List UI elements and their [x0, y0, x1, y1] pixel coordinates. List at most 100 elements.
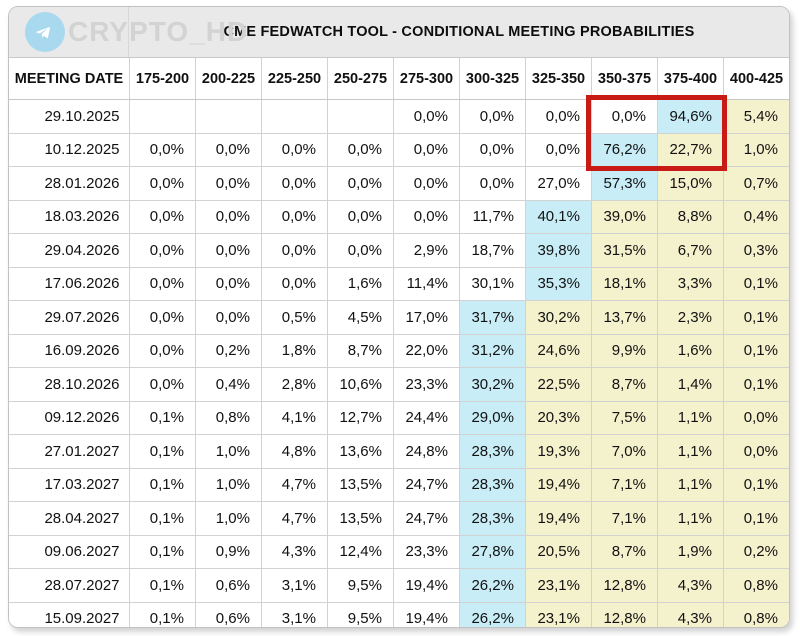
rate-range-header: 375-400 [657, 58, 723, 99]
probability-cell: 0,0% [393, 200, 459, 233]
probability-cell: 0,1% [723, 368, 789, 401]
probability-cell: 0,0% [723, 435, 789, 468]
meeting-date-cell: 16.09.2026 [44, 342, 120, 360]
probability-cell: 5,4% [723, 100, 789, 133]
probability-cell: 0,0% [459, 167, 525, 200]
probability-cell: 4,5% [327, 301, 393, 334]
probability-cell: 0,0% [393, 100, 459, 133]
probability-cell: 0,1% [129, 401, 195, 434]
probability-cell: 0,4% [723, 200, 789, 233]
meeting-date-cell: 29.10.2025 [44, 107, 120, 125]
probability-cell: 13,6% [327, 435, 393, 468]
table-row: 09.12.2026 0,1% 0,8% 4,1% 12,7% 24,4% 29,0% 20,… [9, 401, 789, 435]
probability-cell: 1,8% [261, 334, 327, 367]
probability-cell: 0,0% [327, 234, 393, 267]
title-bar-title-cell: CME FEDWATCH TOOL - CONDITIONAL MEETING … [129, 7, 789, 57]
probability-cell: 12,8% [591, 569, 657, 602]
probability-cell: 24,8% [393, 435, 459, 468]
probability-cell: 31,5% [591, 234, 657, 267]
meeting-date-cell: 10.12.2025 [44, 141, 120, 159]
probability-cell: 0,0% [393, 167, 459, 200]
probability-cell: 24,7% [393, 502, 459, 535]
probability-cell: 17,0% [393, 301, 459, 334]
meeting-date-cell: 09.06.2027 [44, 543, 120, 561]
probability-cell: 22,7% [657, 133, 723, 166]
probability-cell: 12,7% [327, 401, 393, 434]
rate-range-header: 400-425 [723, 58, 789, 99]
probability-cell: 0,0% [525, 100, 591, 133]
probability-cell: 1,9% [657, 535, 723, 568]
probability-cell: 1,1% [657, 435, 723, 468]
probability-cell [261, 100, 327, 133]
probability-cell: 0,6% [195, 602, 261, 627]
probability-cell: 0,0% [129, 368, 195, 401]
table-row: 28.07.2027 0,1% 0,6% 3,1% 9,5% 19,4% 26,2% 23,1… [9, 569, 789, 603]
probability-cell: 0,0% [129, 234, 195, 267]
probability-cell: 4,1% [261, 401, 327, 434]
table-row: 18.03.2026 0,0% 0,0% 0,0% 0,0% 0,0% 11,7% 40,1%… [9, 200, 789, 234]
probability-cell: 29,0% [459, 401, 525, 434]
probability-cell: 3,3% [657, 267, 723, 300]
probability-cell: 0,1% [129, 435, 195, 468]
probability-cell: 1,0% [195, 435, 261, 468]
rate-range-header: 300-325 [459, 58, 525, 99]
probability-cell: 19,4% [393, 569, 459, 602]
probability-cell: 39,8% [525, 234, 591, 267]
table-row: 15.09.2027 0,1% 0,6% 3,1% 9,5% 19,4% 26,2% 23,1… [9, 602, 789, 627]
probability-cell: 24,7% [393, 468, 459, 501]
probability-cell: 0,1% [723, 334, 789, 367]
probability-cell: 26,2% [459, 602, 525, 627]
probability-cell: 27,0% [525, 167, 591, 200]
probability-cell: 12,8% [591, 602, 657, 627]
probability-cell: 0,9% [195, 535, 261, 568]
table-row: 28.01.2026 0,0% 0,0% 0,0% 0,0% 0,0% 0,0% 27,0% 5… [9, 167, 789, 201]
probability-cell: 0,0% [195, 200, 261, 233]
table-row: 17.06.2026 0,0% 0,0% 0,0% 1,6% 11,4% 30,1% 35,3… [9, 267, 789, 301]
meeting-date-cell: 28.07.2027 [44, 576, 120, 594]
probability-cell: 30,2% [459, 368, 525, 401]
meeting-date-cell: 27.01.2027 [44, 442, 120, 460]
meeting-date-cell: 29.07.2026 [44, 308, 120, 326]
probability-cell: 2,3% [657, 301, 723, 334]
probability-cell: 31,7% [459, 301, 525, 334]
probability-cell: 7,1% [591, 502, 657, 535]
probability-cell: 0,8% [195, 401, 261, 434]
probability-cell: 0,1% [129, 468, 195, 501]
probability-cell: 0,7% [723, 167, 789, 200]
probability-cell: 0,0% [195, 234, 261, 267]
probability-cell: 0,0% [591, 100, 657, 133]
table-row: 29.07.2026 0,0% 0,0% 0,5% 4,5% 17,0% 31,7% 30,2… [9, 301, 789, 335]
table-row: 10.12.2025 0,0% 0,0% 0,0% 0,0% 0,0% 0,0% 0,0% 76… [9, 133, 789, 167]
probability-cell: 0,0% [723, 401, 789, 434]
probability-cell [195, 100, 261, 133]
meeting-date-cell: 28.04.2027 [44, 509, 120, 527]
meeting-date-cell: 28.10.2026 [44, 375, 120, 393]
probability-cell: 3,1% [261, 602, 327, 627]
probability-cell: 18,7% [459, 234, 525, 267]
probability-cell: 7,1% [591, 468, 657, 501]
probability-cell: 0,8% [723, 602, 789, 627]
rate-range-header: 225-250 [261, 58, 327, 99]
probability-cell: 6,7% [657, 234, 723, 267]
meeting-date-cell: 28.01.2026 [44, 174, 120, 192]
table-row: 29.10.2025 0,0% 0,0% 0,0% 0,0% 94,6% 5,4% [9, 100, 789, 134]
probability-cell: 8,7% [591, 368, 657, 401]
probability-cell: 18,1% [591, 267, 657, 300]
probability-cell: 4,7% [261, 468, 327, 501]
probability-cell: 19,4% [393, 602, 459, 627]
probability-cell: 0,1% [129, 569, 195, 602]
probability-cell: 4,7% [261, 502, 327, 535]
probability-cell: 7,5% [591, 401, 657, 434]
probability-cell: 4,8% [261, 435, 327, 468]
table-row: 16.09.2026 0,0% 0,2% 1,8% 8,7% 22,0% 31,2% 24,6… [9, 334, 789, 368]
probability-cell: 8,7% [327, 334, 393, 367]
rate-range-header: 175-200 [129, 58, 195, 99]
probability-cell: 23,1% [525, 602, 591, 627]
table-row: 28.04.2027 0,1% 1,0% 4,7% 13,5% 24,7% 28,3% 19,… [9, 502, 789, 536]
probability-cell: 30,1% [459, 267, 525, 300]
probability-cell: 0,6% [195, 569, 261, 602]
table-row: 27.01.2027 0,1% 1,0% 4,8% 13,6% 24,8% 28,3% 19,… [9, 435, 789, 469]
rate-range-header: 325-350 [525, 58, 591, 99]
probability-cell: 24,4% [393, 401, 459, 434]
probability-cell: 0,1% [129, 502, 195, 535]
